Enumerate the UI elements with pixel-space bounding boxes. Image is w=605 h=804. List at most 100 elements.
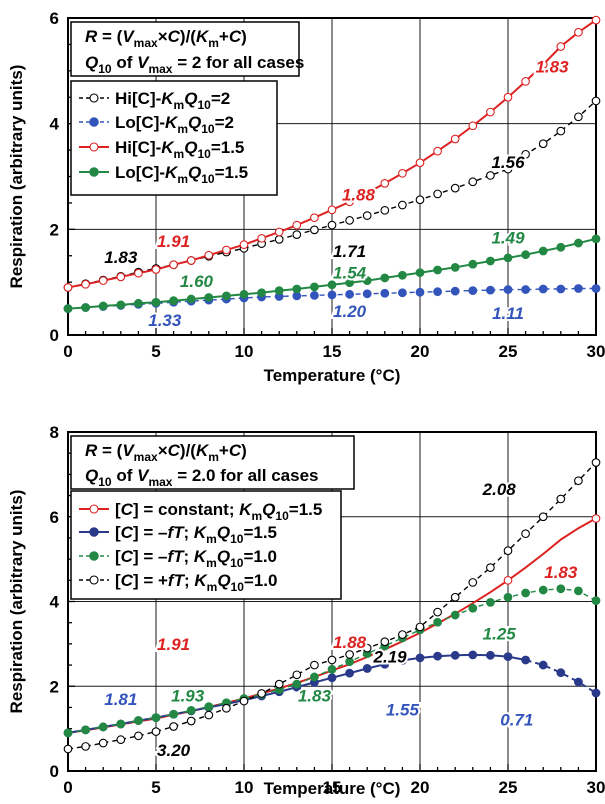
data-point [433, 651, 443, 661]
data-point [98, 276, 108, 285]
data-point [292, 679, 302, 689]
data-point [151, 265, 161, 274]
data-point [574, 112, 583, 122]
data-point [362, 664, 372, 673]
data-point [133, 716, 143, 725]
legend-label-t4: [C] = +fT; KmQ10=1.0 [115, 571, 277, 594]
series-t4 [63, 458, 601, 754]
data-point [415, 158, 425, 168]
data-point [116, 719, 126, 729]
data-point [591, 688, 601, 698]
data-label: 0.71 [500, 710, 533, 729]
data-point [380, 659, 390, 669]
data-point [257, 689, 266, 698]
x-axis-label: Temperature (°C) [264, 779, 401, 798]
y-tick-label: 4 [50, 593, 60, 612]
data-point [538, 512, 548, 522]
data-point [274, 679, 284, 689]
legend-marker-s4 [89, 167, 99, 177]
x-tick-label: 20 [411, 342, 430, 361]
data-label: 1.56 [491, 153, 525, 172]
series-line-dashed [525, 659, 597, 694]
data-label: 1.25 [483, 624, 517, 643]
data-point [63, 283, 73, 292]
data-point [397, 270, 407, 280]
data-point [310, 225, 319, 235]
data-point [538, 585, 548, 595]
data-point [468, 286, 478, 296]
data-point [485, 650, 495, 660]
data-point [380, 637, 390, 647]
legend-marker-s3 [89, 142, 99, 152]
data-point [151, 727, 161, 736]
legend-label-s1: Hi[C]-KmQ10=2 [115, 89, 230, 112]
data-point [239, 289, 249, 299]
data-point [468, 603, 478, 613]
data-point [486, 563, 495, 572]
data-label: 1.49 [491, 228, 525, 247]
data-point [574, 476, 583, 486]
data-point [450, 262, 460, 272]
data-point [468, 650, 478, 660]
data-point [521, 250, 530, 260]
data-point [204, 293, 214, 302]
data-point [362, 188, 372, 198]
data-label: 1.88 [342, 185, 376, 204]
data-point [98, 738, 108, 748]
y-tick-label: 4 [50, 115, 60, 134]
data-point [433, 189, 442, 199]
chart-2: 0 5 10 15 20 25 30 0 2 4 6 8 Temperature (°C) Respira… [7, 423, 605, 798]
data-point [450, 610, 460, 620]
data-point [503, 592, 513, 602]
data-point [486, 107, 495, 117]
data-point [556, 242, 566, 252]
data-point [204, 710, 214, 720]
data-point [63, 728, 73, 738]
data-label: 1.93 [171, 687, 205, 706]
data-point [591, 458, 601, 467]
data-point [380, 179, 390, 188]
x-tick-label: 15 [323, 342, 342, 361]
data-point [503, 253, 513, 263]
x-tick-label: 25 [499, 778, 518, 797]
data-point [398, 200, 407, 210]
data-label: 2.08 [482, 480, 517, 499]
data-point [345, 668, 355, 678]
x-tick-label: 0 [63, 778, 72, 797]
legend-label-t2: [C] = –fT; KmQ10=1.5 [115, 523, 277, 546]
data-label: 1.81 [104, 690, 137, 709]
y-tick-label: 0 [50, 762, 59, 781]
data-point [450, 592, 460, 602]
data-point [169, 722, 178, 731]
data-point [292, 230, 302, 239]
equation-line-1: R = (Vmax×C)/(Km+C) [85, 27, 247, 50]
data-label: 1.20 [333, 302, 367, 321]
data-point [292, 670, 302, 680]
data-point [327, 280, 337, 290]
data-point [327, 205, 337, 215]
data-point [116, 735, 126, 744]
data-point [134, 731, 143, 741]
equation-line-1: R = (Vmax×C)/(Km+C) [85, 441, 247, 464]
data-point [221, 291, 231, 301]
legend-label-t3: [C] = –fT; KmQ10=1.0 [115, 547, 277, 570]
data-point [503, 575, 513, 585]
data-point [327, 290, 337, 300]
data-point [574, 284, 583, 293]
data-point [151, 297, 161, 307]
data-point [521, 655, 530, 665]
data-point [433, 287, 443, 297]
data-label: 3.20 [157, 741, 191, 760]
data-point [292, 220, 302, 230]
equation-box [70, 435, 355, 490]
data-point [556, 42, 566, 51]
data-point [538, 284, 548, 294]
data-point [486, 171, 495, 180]
data-point [415, 195, 425, 205]
data-point [574, 677, 583, 687]
data-point [327, 655, 337, 665]
data-point [521, 77, 530, 86]
data-point [239, 696, 249, 706]
data-point [450, 650, 460, 660]
data-point [450, 183, 460, 193]
